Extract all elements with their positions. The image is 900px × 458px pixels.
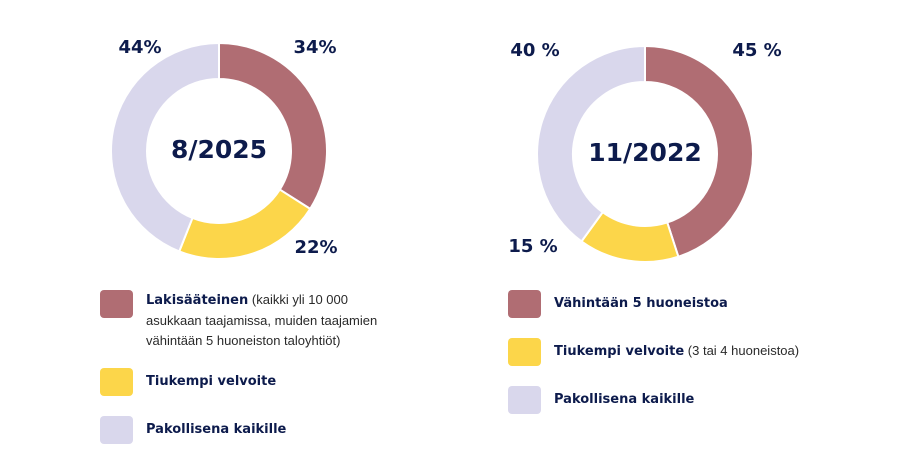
- legend-item-tiukempi: Tiukempi velvoite: [100, 368, 276, 396]
- center-label-2022: 11/2022: [588, 138, 702, 167]
- donut-slice-pakollisena-kaikille: [110, 41, 220, 253]
- donut-chart-2022: [536, 44, 754, 263]
- legend-title: Vähintään 5 huoneistoa: [554, 296, 728, 311]
- legend-text: Pakollisena kaikille: [146, 416, 286, 440]
- legend-title: Lakisääteinen: [146, 293, 249, 308]
- pct-label-2025-tiukempi: 22%: [294, 237, 337, 258]
- donut-slice-vähintään-5-huoneistoa: [644, 44, 754, 258]
- donut-chart-2025: [110, 41, 328, 260]
- donut-slice-pakollisena-kaikille: [536, 44, 646, 243]
- legend-swatch: [508, 290, 541, 318]
- pct-label-2022-pakollisena: 40 %: [510, 40, 559, 61]
- donut-slice-tiukempi-velvoite: [177, 188, 312, 260]
- legend-title: Tiukempi velvoite: [554, 344, 685, 359]
- pct-label-2022-tiukempi: 15 %: [508, 236, 557, 257]
- legend-text: Pakollisena kaikille: [554, 386, 694, 410]
- legend-item-vahintaan: Vähintään 5 huoneistoa: [508, 290, 728, 318]
- legend-text: Tiukempi velvoite: [146, 368, 276, 392]
- legend-item-tiukempi-2022: Tiukempi velvoite (3 tai 4 huoneistoa): [508, 338, 799, 366]
- legend-text: Tiukempi velvoite (3 tai 4 huoneistoa): [554, 338, 799, 362]
- legend-detail: (kaikki yli 10 000 asukkaan taajamissa, …: [146, 292, 378, 348]
- legend-text: Lakisääteinen (kaikki yli 10 000 asukkaa…: [146, 290, 390, 351]
- legend-item-pakollisena-2022: Pakollisena kaikille: [508, 386, 694, 414]
- legend-swatch: [100, 416, 133, 444]
- pct-label-2022-vahintaan: 45 %: [732, 40, 781, 61]
- pct-label-2025-pakollisena: 44%: [118, 37, 161, 58]
- legend-swatch: [508, 338, 541, 366]
- legend-item-pakollisena: Pakollisena kaikille: [100, 416, 286, 444]
- legend-swatch: [100, 368, 133, 396]
- legend-title: Pakollisena kaikille: [146, 422, 287, 437]
- pct-label-2025-lakisaateinen: 34%: [293, 37, 336, 58]
- legend-item-lakisaateinen: Lakisääteinen (kaikki yli 10 000 asukkaa…: [100, 290, 390, 351]
- legend-title: Pakollisena kaikille: [554, 392, 695, 407]
- legend-title: Tiukempi velvoite: [146, 374, 277, 389]
- donut-slice-lakisääteinen: [218, 41, 328, 211]
- legend-swatch: [100, 290, 133, 318]
- center-label-2025: 8/2025: [171, 135, 267, 164]
- legend-text: Vähintään 5 huoneistoa: [554, 290, 728, 314]
- legend-detail: (3 tai 4 huoneistoa): [687, 343, 800, 358]
- legend-swatch: [508, 386, 541, 414]
